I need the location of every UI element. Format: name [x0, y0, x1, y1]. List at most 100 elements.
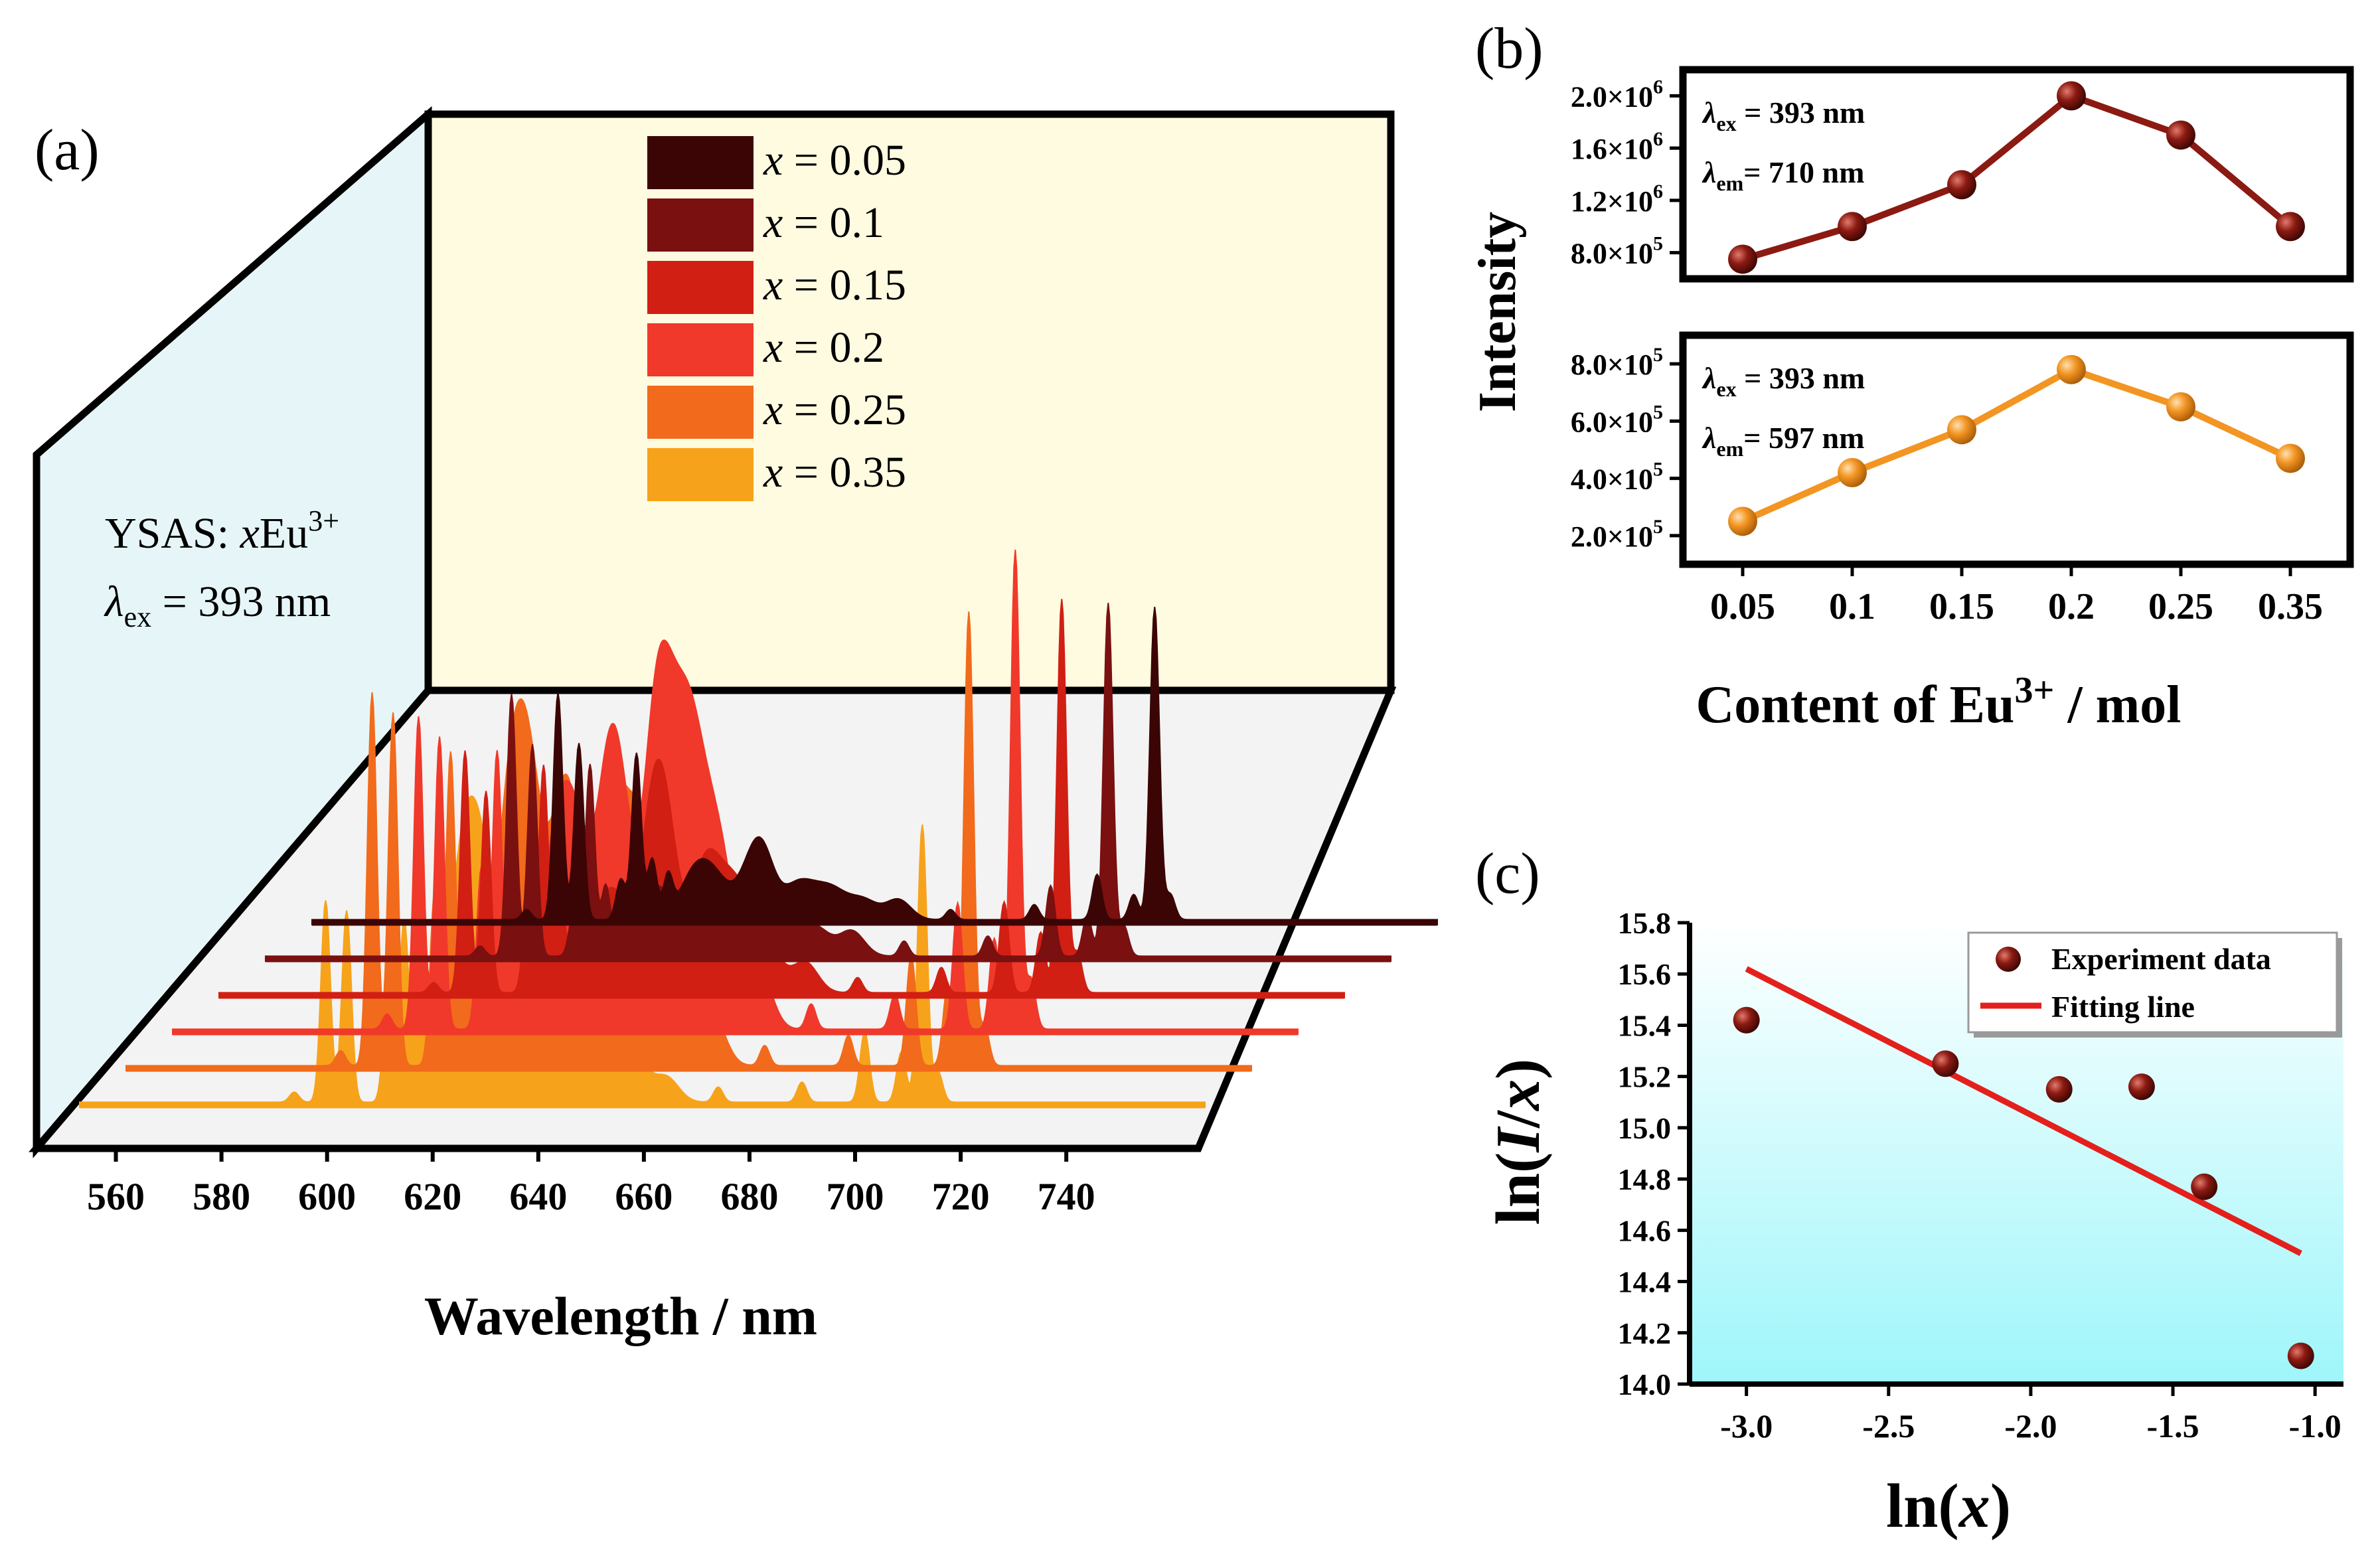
y-axis-c-title: ln(I/x) — [1484, 1059, 1553, 1225]
legend-label: x = 0.05 — [763, 136, 906, 185]
legend-swatch — [647, 136, 754, 189]
y-tick-label-b: 8.0×105 — [1571, 233, 1663, 270]
excitation-annotation-sub: ex — [124, 601, 152, 633]
y-tick-label-c: 14.0 — [1618, 1367, 1672, 1401]
legend-label-value: = 0.15 — [783, 261, 906, 309]
sample-annotation: YSAS: xEu3+ — [105, 505, 339, 558]
x-tick-label-c: -1.0 — [2289, 1407, 2341, 1444]
x-tick-label-a: 620 — [404, 1175, 461, 1218]
x-tick-label-a: 700 — [827, 1175, 884, 1218]
legend-c-marker — [1996, 947, 2021, 972]
legend-label-var: x — [763, 448, 783, 497]
label-sub: ex — [1716, 377, 1736, 401]
legend-swatch — [647, 261, 754, 314]
label-rest: = 393 nm — [1737, 96, 1865, 129]
y-tick-mantissa: 8.0×10 — [1571, 238, 1653, 270]
panel-a-label: (a) — [35, 118, 100, 183]
legend-swatch — [647, 323, 754, 376]
data-point-b — [1838, 212, 1867, 242]
legend-a: x = 0.05x = 0.1x = 0.15x = 0.2x = 0.25x … — [647, 136, 906, 501]
label-rest: = 597 nm — [1743, 421, 1864, 455]
panel-c-plot: 14.0 14.2 14.4 14.6 14.8 15.0 15.2 15.4 15.6 15.8… — [1618, 906, 2343, 1444]
data-point-b — [2166, 120, 2195, 150]
x-tick-label-a: 600 — [298, 1175, 356, 1218]
legend-swatch — [647, 448, 754, 501]
back-wall — [424, 110, 1395, 694]
y-tick-mantissa: 6.0×10 — [1571, 406, 1653, 438]
y-tick-label-c: 14.4 — [1618, 1265, 1672, 1299]
label-sub: em — [1716, 437, 1743, 461]
legend-label-var: x — [763, 261, 783, 309]
x-tick-label-c: -3.0 — [1720, 1407, 1773, 1444]
y-tick-mantissa: 1.2×10 — [1571, 185, 1653, 218]
x-tick-label-a: 660 — [615, 1175, 673, 1218]
legend-label-var: x — [763, 386, 783, 434]
legend-c-label-fit: Fitting line — [2051, 990, 2195, 1024]
data-point-b — [2057, 81, 2086, 111]
x-tick-label-c: -2.0 — [2004, 1407, 2057, 1444]
legend-label-value: = 0.2 — [783, 323, 884, 372]
excitation-annotation-rest: = 393 nm — [151, 578, 331, 626]
legend-label-var: x — [763, 198, 783, 247]
x-axis-b-title-tail: / mol — [2054, 676, 2181, 734]
y-tick-exponent: 6 — [1653, 76, 1663, 98]
x-tick-label-b: 0.25 — [2148, 586, 2213, 627]
label-sym: λ — [1702, 421, 1716, 455]
spectrum-x0-1 — [265, 603, 1391, 962]
x-axis-b-title: Content of Eu3+ / mol — [1696, 670, 2181, 734]
x-tick-label-b: 0.05 — [1710, 586, 1775, 627]
x-axis-c-title: ln(x) — [1886, 1472, 2011, 1541]
y-tick-label-c: 15.2 — [1618, 1060, 1672, 1094]
x-axis-b-title-main: Content of Eu — [1696, 676, 2014, 734]
y-tick-mantissa: 4.0×10 — [1571, 463, 1653, 496]
data-point-b — [1947, 170, 1976, 200]
x-axis-a: 560 580 600 620 640 660 680 700 720 740 — [37, 1144, 1198, 1218]
y-tick-exponent: 5 — [1653, 459, 1663, 481]
x-tick-label-a: 640 — [509, 1175, 567, 1218]
series-line-b — [1741, 366, 2292, 524]
label-sym: λ — [1702, 361, 1716, 395]
legend-label-value: = 0.35 — [783, 448, 906, 497]
y-tick-label-b: 1.6×106 — [1571, 128, 1663, 165]
y-tick-label-c: 15.4 — [1618, 1008, 1672, 1042]
spectra-ridges — [79, 550, 1438, 1109]
plot-b-frame — [1679, 331, 2354, 568]
legend-label-var: x — [763, 136, 783, 185]
experiment-point — [2045, 1075, 2073, 1103]
label-sym: λ — [1702, 155, 1716, 189]
data-point-b — [1838, 458, 1867, 487]
x-tick-label-c: -1.5 — [2146, 1407, 2199, 1444]
series-line-b — [1741, 92, 2293, 263]
panel-b-label: (b) — [1475, 17, 1544, 81]
experiment-point — [2287, 1342, 2314, 1369]
y-tick-label-c: 14.2 — [1618, 1316, 1672, 1350]
y-tick-mantissa: 8.0×10 — [1571, 349, 1653, 381]
x-tick-label-b: 0.35 — [2258, 586, 2323, 627]
x-tick-label-a: 580 — [193, 1175, 250, 1218]
data-point-b — [2276, 443, 2305, 473]
excitation-annotation-sym: λ — [104, 578, 124, 626]
legend-label: x = 0.1 — [763, 198, 884, 247]
y-tick-label-c: 15.6 — [1618, 957, 1672, 991]
x-tick-label-b: 0.1 — [1829, 586, 1875, 627]
y-axis-b-title: Intensity — [1468, 212, 1527, 412]
data-point-b — [2166, 392, 2195, 422]
fitting-line — [1745, 966, 2302, 1257]
legend-c-label-data: Experiment data — [2051, 942, 2271, 976]
legend-swatch — [647, 386, 754, 439]
y-tick-exponent: 5 — [1653, 401, 1663, 423]
legend-label: x = 0.15 — [763, 261, 906, 309]
label-rest: = 710 nm — [1743, 155, 1864, 189]
y-tick-label-c: 14.8 — [1618, 1162, 1672, 1196]
x-tick-label-a: 720 — [932, 1175, 990, 1218]
legend-label: x = 0.35 — [763, 448, 906, 497]
x-tick-label-a: 740 — [1038, 1175, 1095, 1218]
y-tick-exponent: 6 — [1653, 181, 1663, 202]
y-tick-exponent: 5 — [1653, 233, 1663, 255]
sample-annotation-prefix: YSAS: — [105, 509, 240, 558]
y-tick-label-b: 4.0×105 — [1571, 459, 1663, 496]
label-sub: em — [1716, 171, 1743, 195]
x-tick-label-a: 560 — [87, 1175, 145, 1218]
label-emission: λem= 710 nm — [1702, 155, 1864, 195]
